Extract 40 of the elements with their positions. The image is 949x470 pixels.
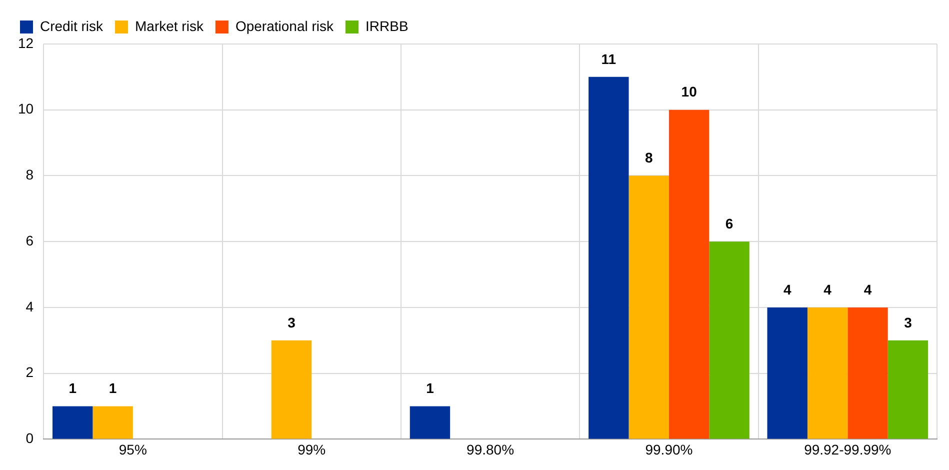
data-label: 1 xyxy=(108,380,117,396)
bar xyxy=(628,176,669,439)
bar xyxy=(807,307,848,439)
data-label: 1 xyxy=(68,380,77,396)
legend-label: Credit risk xyxy=(40,18,104,34)
y-tick-label: 12 xyxy=(18,34,34,51)
y-tick-label: 10 xyxy=(18,100,34,117)
bar xyxy=(709,242,750,439)
legend-label: Market risk xyxy=(135,18,204,34)
bar xyxy=(271,340,312,439)
bar xyxy=(888,340,928,439)
data-label: 11 xyxy=(601,50,616,67)
data-label: 3 xyxy=(904,314,912,330)
bar xyxy=(668,110,710,439)
bar xyxy=(848,307,888,439)
bar xyxy=(588,76,629,439)
bar xyxy=(92,406,133,439)
legend-label: Operational risk xyxy=(235,18,334,34)
data-label: 1 xyxy=(426,380,434,396)
y-tick-label: 2 xyxy=(26,364,34,380)
x-tick-label: 95% xyxy=(118,441,147,458)
y-tick-label: 0 xyxy=(26,430,34,446)
data-label: 4 xyxy=(864,281,872,298)
data-label: 4 xyxy=(783,281,792,298)
data-label: 6 xyxy=(725,215,734,232)
data-label: 8 xyxy=(644,150,653,166)
x-tick-label: 99.80% xyxy=(466,441,514,458)
bar xyxy=(410,406,450,439)
data-label: 10 xyxy=(681,84,698,100)
y-tick-label: 4 xyxy=(26,298,34,314)
x-tick-label: 99.92-99.99% xyxy=(804,441,892,458)
bar xyxy=(767,307,808,439)
legend-label: IRRBB xyxy=(365,18,408,34)
y-tick-label: 6 xyxy=(26,232,34,248)
y-tick-label: 8 xyxy=(26,166,34,183)
x-tick-label: 99.90% xyxy=(645,441,693,458)
data-label: 4 xyxy=(824,281,832,298)
bar xyxy=(52,406,93,439)
x-tick-label: 99% xyxy=(298,441,326,458)
data-label: 3 xyxy=(288,314,296,330)
